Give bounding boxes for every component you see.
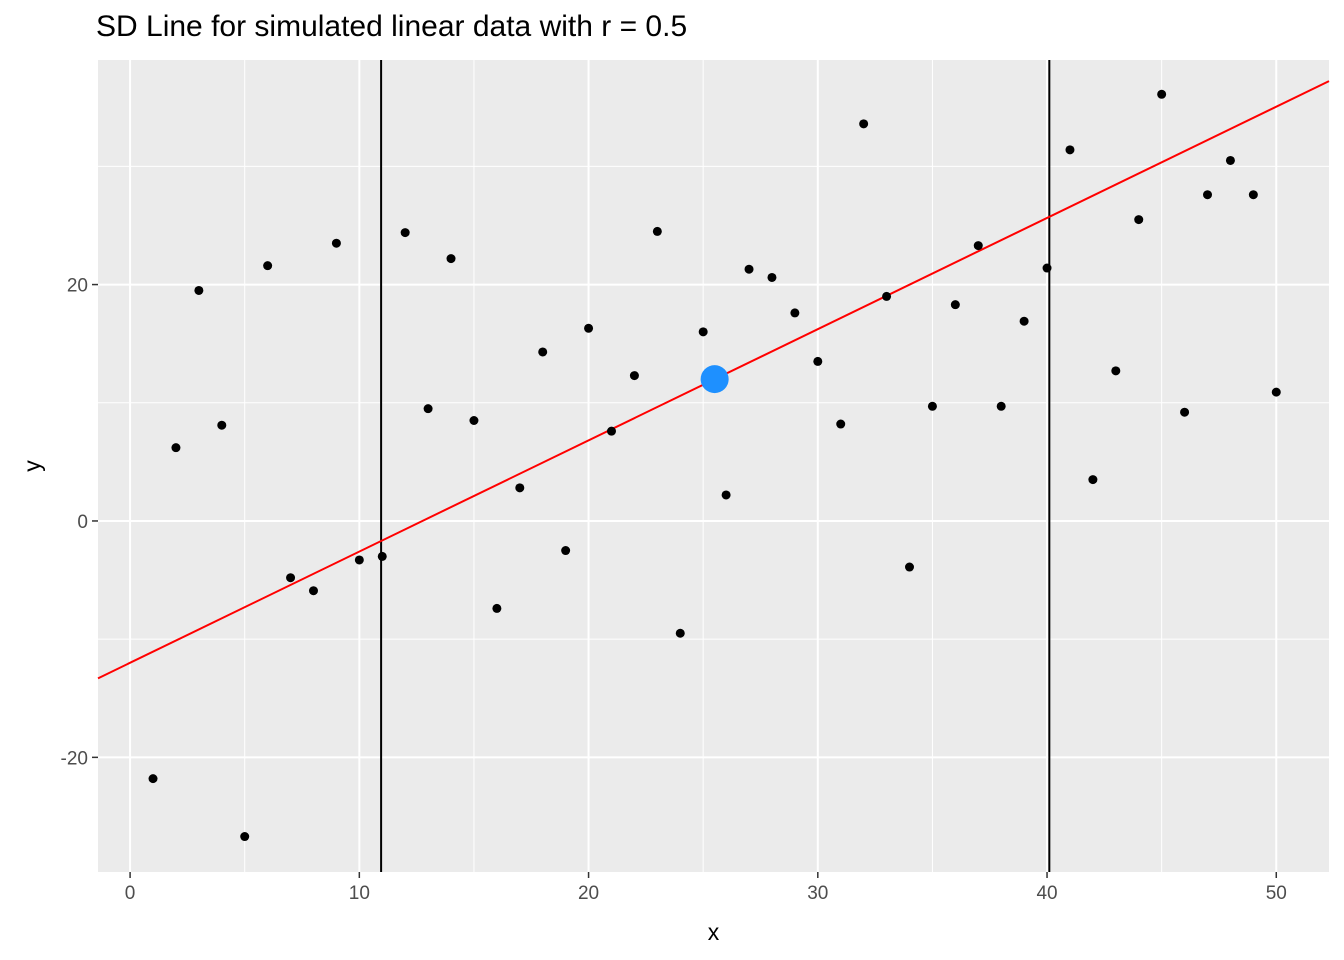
grid-minor — [98, 60, 1329, 872]
data-point — [308, 586, 318, 596]
data-point — [584, 323, 594, 333]
data-point — [469, 415, 479, 425]
y-tick-label: 0 — [77, 512, 88, 533]
data-point — [1248, 190, 1258, 200]
data-point — [996, 401, 1006, 411]
x-tick-label: 10 — [349, 883, 370, 904]
data-point — [813, 356, 823, 366]
x-axis-title: x — [708, 919, 720, 945]
data-point — [423, 404, 433, 414]
data-point — [1180, 407, 1190, 417]
data-point — [675, 628, 685, 638]
data-point — [882, 291, 892, 301]
data-point — [1088, 475, 1098, 485]
x-tick-label: 50 — [1266, 883, 1287, 904]
data-point — [927, 401, 937, 411]
data-point — [1157, 89, 1167, 99]
vertical-lines — [380, 60, 1051, 872]
data-point — [400, 228, 410, 238]
data-point — [652, 226, 662, 236]
y-axis-ticks: -20 0 20 — [61, 276, 98, 769]
data-point — [629, 371, 639, 381]
data-point — [698, 327, 708, 337]
data-point — [286, 573, 296, 583]
chart-title: SD Line for simulated linear data with r… — [96, 10, 688, 43]
data-point — [790, 308, 800, 318]
center-point — [700, 365, 729, 394]
data-point — [354, 555, 364, 565]
data-point — [194, 285, 204, 295]
data-point — [606, 426, 616, 436]
x-tick-label: 20 — [578, 883, 599, 904]
x-tick-label: 40 — [1036, 883, 1057, 904]
data-point — [377, 551, 387, 561]
x-tick-label: 0 — [125, 883, 136, 904]
data-point — [950, 300, 960, 310]
plot-panel — [98, 60, 1329, 872]
y-tick-label: -20 — [61, 748, 88, 769]
data-point — [263, 261, 273, 271]
data-point — [1111, 366, 1121, 376]
data-point — [561, 546, 571, 556]
data-point — [859, 119, 869, 129]
data-point — [1203, 190, 1213, 200]
data-point — [1065, 145, 1075, 155]
data-point — [1271, 387, 1281, 397]
data-point — [492, 603, 502, 613]
data-point — [744, 264, 754, 274]
data-point — [1019, 316, 1029, 326]
data-point — [331, 238, 341, 248]
data-point — [446, 254, 456, 264]
data-point — [240, 832, 250, 842]
data-point — [538, 347, 548, 357]
data-point — [171, 443, 181, 453]
data-point — [1042, 263, 1052, 273]
data-point — [721, 490, 731, 500]
data-point — [836, 419, 846, 429]
data-point — [515, 483, 525, 493]
y-tick-label: 20 — [67, 276, 88, 297]
data-point — [767, 272, 777, 282]
points-layer — [148, 89, 1281, 842]
data-point — [148, 774, 158, 784]
x-axis-ticks: 0 10 20 30 40 50 — [125, 872, 1287, 904]
grid-major — [98, 60, 1329, 872]
x-tick-label: 30 — [807, 883, 828, 904]
data-point — [217, 420, 227, 430]
center-layer — [700, 365, 729, 394]
y-axis-title: y — [19, 460, 45, 472]
data-point — [973, 241, 983, 251]
data-point — [904, 562, 914, 572]
data-point — [1225, 155, 1235, 165]
data-point — [1134, 215, 1144, 225]
